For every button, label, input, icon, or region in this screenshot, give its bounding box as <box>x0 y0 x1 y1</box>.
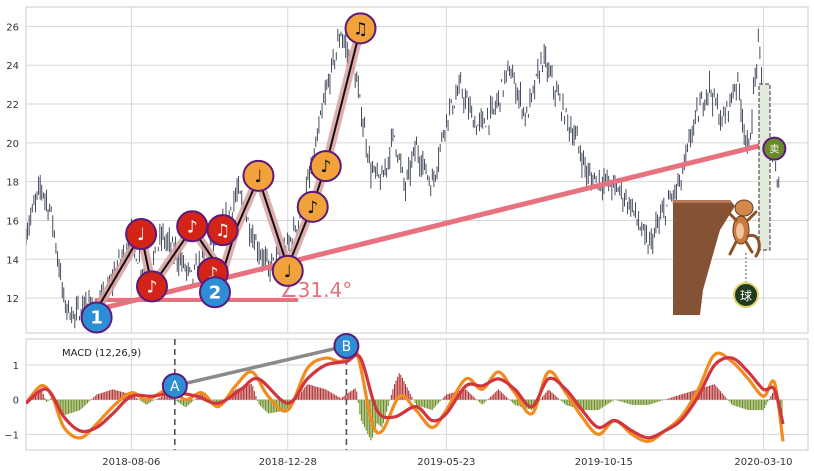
macd-divergence: AB <box>161 332 360 399</box>
swing-marker-circle <box>135 270 168 303</box>
swing-marker-label: 2 <box>209 282 222 303</box>
swing-marker-circle <box>296 190 329 223</box>
swing-marker-circle <box>344 12 377 45</box>
swing-marker-circle <box>80 301 113 334</box>
swing-marker: ♪ <box>309 150 342 183</box>
ball-marker: 球 <box>733 282 759 308</box>
swing-marker: ♫ <box>206 214 239 247</box>
x-tick-label: 2019-10-15 <box>575 457 633 468</box>
price-y-tick-label: 22 <box>6 100 19 111</box>
sell-signal-marker: 卖 <box>762 136 787 161</box>
price-y-tick-label: 16 <box>6 216 19 227</box>
swing-marker-label: ♪ <box>187 217 198 237</box>
divergence-point-label: B <box>342 339 352 355</box>
price-y-tick-labels: 12 14 16 18 20 22 24 26 <box>6 22 19 305</box>
cliff-decoration <box>673 200 735 315</box>
macd-lines <box>26 346 785 443</box>
swing-marker-circle <box>271 254 304 287</box>
monkey-decoration <box>722 199 761 283</box>
swing-markers: 1 ♩ ♪ ♪ ♪ ♫ 2 ♩ ♩ ♪ ♪ ♫ <box>80 12 377 334</box>
swing-marker: ♪ <box>176 210 209 243</box>
swing-marker-circle <box>242 159 275 192</box>
x-tick-label: 2019-05-23 <box>417 457 475 468</box>
divergence-point-circle <box>161 372 188 399</box>
divergence-point-label: A <box>170 379 180 395</box>
price-y-tick-label: 14 <box>6 255 19 266</box>
macd-y-tick-label: −1 <box>4 430 19 441</box>
swing-marker-label: ♩ <box>254 167 262 187</box>
swing-marker-label: ♪ <box>320 157 331 177</box>
x-axis-tick-labels: 2018-08-06 2018-12-28 2019-05-23 2019-10-15… <box>102 457 792 468</box>
swing-marker-label: 1 <box>90 307 103 328</box>
swing-marker: ♫ <box>344 12 377 45</box>
macd-y-tick-label: 0 <box>13 396 19 407</box>
x-tick-label: 2018-12-28 <box>259 457 317 468</box>
swing-marker-label: ♪ <box>147 277 158 297</box>
swing-marker: ♪ <box>296 190 329 223</box>
swing-marker-circle <box>198 276 231 309</box>
swing-marker: 1 <box>80 301 113 334</box>
macd-dea-line <box>26 353 785 440</box>
swing-marker-label: ♫ <box>215 221 230 241</box>
macd-title: MACD (12,26,9) <box>62 348 141 359</box>
price-y-tick-label: 26 <box>6 22 19 33</box>
swing-marker: ♩ <box>125 218 158 251</box>
swing-marker-circle <box>309 150 342 183</box>
resistance-box-decoration <box>758 83 771 251</box>
swing-marker-label: ♩ <box>284 262 292 282</box>
divergence-point-circle <box>333 332 360 359</box>
ball-circle <box>733 282 759 308</box>
sell-signal-circle <box>762 136 787 161</box>
price-y-tick-label: 18 <box>6 178 19 189</box>
swing-marker-label: ♪ <box>307 198 318 218</box>
swing-marker-circle <box>206 214 239 247</box>
swing-marker: 2 <box>198 276 231 309</box>
macd-y-tick-labels: −1 0 1 <box>4 361 19 441</box>
price-y-tick-label: 12 <box>6 294 19 305</box>
swing-marker-label: ♩ <box>137 225 145 245</box>
swing-marker: ♪ <box>135 270 168 303</box>
swing-marker: ♩ <box>242 159 275 192</box>
x-tick-label: 2020-03-10 <box>734 457 792 468</box>
divergence-line <box>174 344 347 388</box>
ball-label: 球 <box>740 289 752 303</box>
swing-marker-label: ♪ <box>207 264 218 284</box>
swing-marker-label: ♫ <box>353 19 368 39</box>
price-y-tick-label: 20 <box>6 139 19 150</box>
x-tick-label: 2018-08-06 <box>102 457 160 468</box>
sell-signal-label: 卖 <box>769 144 779 156</box>
macd-y-tick-label: 1 <box>13 361 19 372</box>
swing-marker: ♩ <box>271 254 304 287</box>
price-y-tick-label: 24 <box>6 61 19 72</box>
swing-marker-circle <box>125 218 158 251</box>
